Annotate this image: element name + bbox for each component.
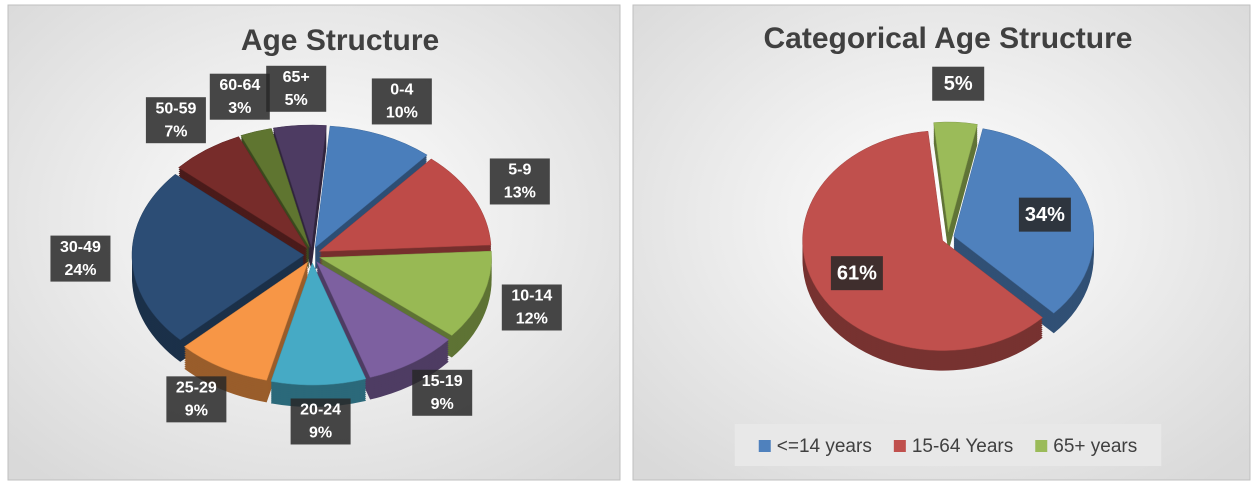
data-label: 3% [228, 100, 251, 117]
data-label-category: 50-59 [155, 100, 196, 117]
data-label-category: 65+ [283, 69, 310, 86]
slice [318, 158, 492, 252]
legend-swatch [893, 440, 906, 452]
legend-swatch [1035, 440, 1048, 452]
slice [802, 130, 1044, 351]
pie [802, 121, 1094, 371]
data-label-box [166, 376, 227, 423]
data-label-category: 0-4 [390, 82, 413, 99]
slice [183, 261, 309, 381]
data-label-box [830, 256, 883, 291]
data-label: 24% [64, 262, 96, 279]
data-label: 10% [386, 105, 418, 122]
data-label-box [412, 369, 473, 416]
data-label: 61% [837, 262, 877, 284]
data-label-box [1018, 197, 1071, 232]
data-label-category: 15-19 [422, 373, 463, 390]
data-label-box [209, 73, 270, 120]
data-label-category: 20-24 [300, 402, 341, 419]
legend-box [734, 424, 1162, 466]
data-label: 7% [164, 123, 187, 140]
pie [131, 124, 492, 407]
legend-label: 65+ years [1053, 436, 1137, 457]
data-label-category: 10-14 [511, 288, 552, 305]
legend-swatch [758, 440, 771, 452]
data-label-box [501, 284, 562, 331]
data-label: 9% [185, 403, 208, 420]
data-label-category: 30-49 [60, 239, 101, 256]
slice [315, 260, 450, 378]
data-label-box [50, 235, 111, 282]
slice [270, 262, 367, 386]
data-label-box [145, 97, 206, 144]
data-label-box [932, 66, 985, 101]
legend: <=14 years 15-64 Years 65+ years [734, 424, 1162, 466]
data-label: 12% [516, 311, 548, 328]
data-label: 13% [504, 185, 536, 202]
data-label-category: 25-29 [176, 380, 217, 397]
data-label: 9% [431, 396, 454, 413]
slice [272, 124, 327, 248]
chart-title: Categorical Age Structure [764, 22, 1133, 55]
data-label-box [371, 78, 432, 125]
slice [933, 121, 978, 233]
slice [178, 136, 308, 249]
data-label: 9% [309, 425, 332, 442]
data-label-box [266, 65, 327, 112]
data-label-box [489, 158, 550, 205]
slice [318, 250, 492, 336]
data-label: 5% [944, 73, 973, 95]
data-label-category: 5-9 [508, 162, 531, 179]
chart-title: Age Structure [241, 24, 439, 57]
data-label-category: 60-64 [219, 77, 260, 94]
slice [131, 173, 305, 341]
slice [240, 128, 310, 248]
slice [314, 125, 428, 249]
legend-label: 15-64 Years [912, 436, 1013, 457]
data-label: 34% [1025, 204, 1065, 226]
data-label: 5% [285, 92, 308, 109]
data-label-box [290, 398, 351, 445]
legend-label: <=14 years [777, 436, 872, 457]
